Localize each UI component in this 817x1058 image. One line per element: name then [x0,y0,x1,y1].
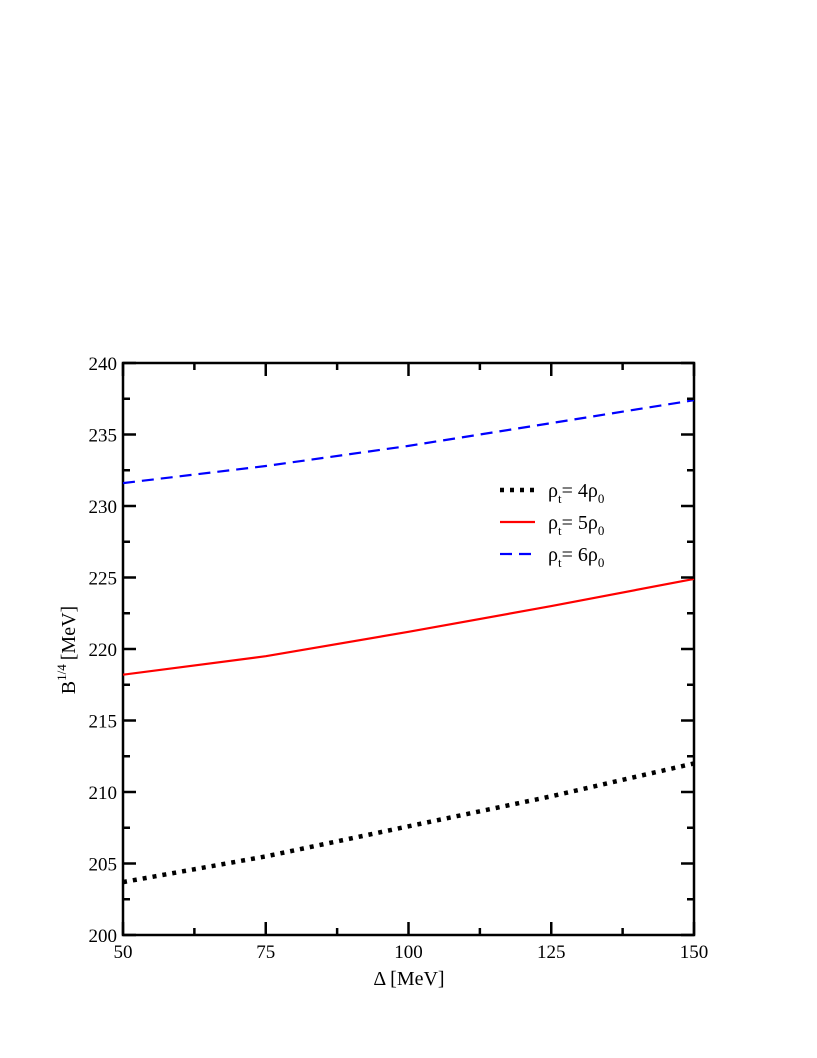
y-tick-label: 240 [89,354,118,375]
plot-area [121,361,696,937]
legend-label-3: ρt= 6ρ0 [548,544,604,570]
y-tick-label: 230 [89,497,118,518]
y-tick-label: 215 [89,712,118,733]
x-tick-label: 75 [256,942,275,963]
y-tick-label: 225 [89,569,118,590]
y-axis-title: B1/4 [MeV] [54,606,80,694]
x-tick-label: 125 [537,942,566,963]
x-tick-label: 100 [394,942,423,963]
plot-frame [121,361,696,937]
axis-ticks [121,361,696,937]
y-tick-label: 220 [89,640,118,661]
legend: ρt= 4ρ0 ρt= 5ρ0 ρt= 6ρ0 [500,480,604,570]
y-tick-label: 200 [89,926,118,947]
x-axis-title: Δ [MeV] [373,968,444,990]
y-tick-label: 210 [89,783,118,804]
y-axis-title-unit: [MeV] [58,606,80,660]
series-line-1 [122,761,695,885]
series-line-2 [122,577,695,676]
x-tick-label: 150 [680,942,709,963]
y-axis-title-base: B [58,681,80,694]
y-tick-label: 205 [89,855,118,876]
series-line-3 [122,399,695,485]
series-layer [122,399,695,885]
y-axis-title-sup: 1/4 [54,664,69,681]
legend-label-1: ρt= 4ρ0 [548,480,604,506]
tick-labels: 50 75 100 125 150 200 205 210 215 220 225 230 235 240 [89,354,709,963]
x-tick-label: 50 [114,942,133,963]
legend-label-2: ρt= 5ρ0 [548,512,604,538]
y-tick-label: 235 [89,426,118,447]
svg-text:B1/4[MeV]: B1/4 [MeV] [54,606,80,694]
